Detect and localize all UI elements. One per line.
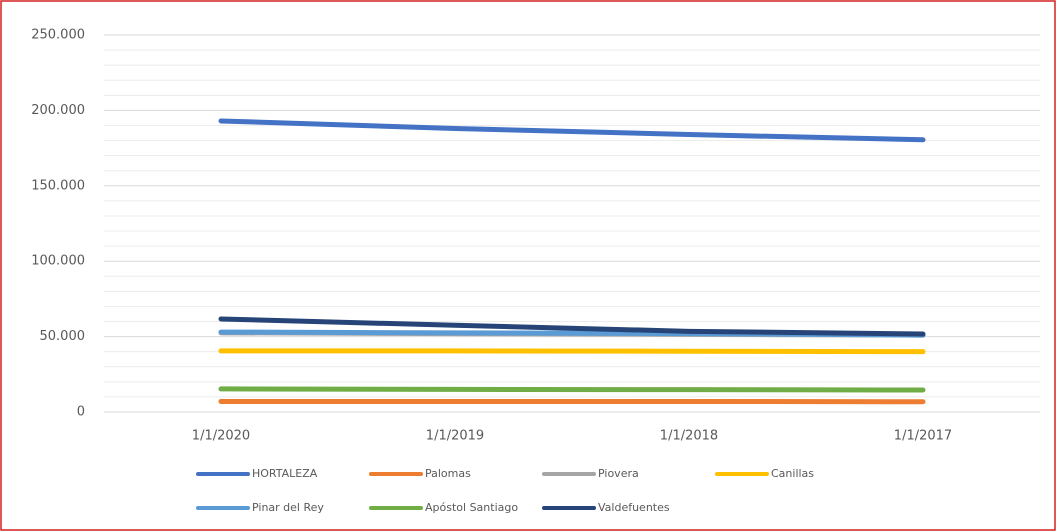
x-tick-label: 1/1/2018 [660,429,718,444]
legend-label: Valdefuentes [598,501,670,514]
y-tick-label: 200.000 [31,103,85,118]
legend-label: Canillas [771,467,814,480]
y-tick-label: 0 [77,405,85,420]
series-line [218,118,926,143]
y-tick-label: 50.000 [40,329,86,344]
legend-label: Piovera [598,467,639,480]
legend-label: Pinar del Rey [252,501,324,514]
legend-label: Apóstol Santiago [425,501,518,514]
y-tick-label: 150.000 [31,178,85,193]
legend-label: HORTALEZA [252,467,318,480]
y-tick-label: 250.000 [31,28,85,43]
legend-label: Palomas [425,467,471,480]
series-line [218,348,926,355]
x-tick-label: 1/1/2020 [192,429,250,444]
x-tick-label: 1/1/2019 [426,429,484,444]
y-tick-label: 100.000 [31,254,85,269]
series-line [218,316,926,337]
series-line [218,386,926,393]
x-tick-label: 1/1/2017 [894,429,952,444]
